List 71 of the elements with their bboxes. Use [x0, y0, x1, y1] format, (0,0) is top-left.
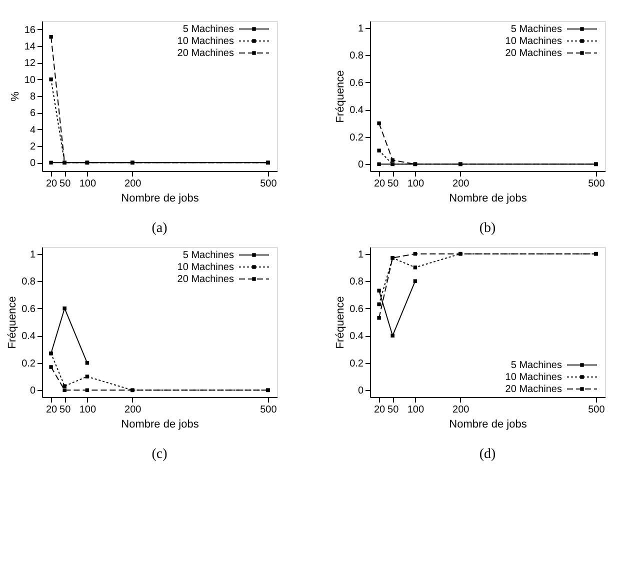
y-tick-label: 2	[30, 142, 36, 152]
y-tick-label: 0.8	[22, 276, 36, 288]
x-tick-label: 20	[374, 404, 386, 416]
legend-label: 20 Machines	[505, 48, 562, 59]
x-tick-label: 20	[374, 178, 386, 190]
x-tick-label: 50	[60, 178, 72, 190]
y-axis-title: Fréquence	[334, 296, 347, 349]
text: (b)	[479, 221, 496, 236]
legend-label: 5 Machines	[510, 360, 562, 371]
y-tick-label: 0	[358, 160, 364, 171]
text: (c)	[152, 447, 168, 462]
y-tick-label: 0.6	[22, 304, 36, 315]
y-tick-label: 6	[30, 108, 36, 120]
y-tick-label: 12	[24, 58, 36, 70]
x-tick-label: 100	[79, 404, 96, 416]
y-tick-label: 0.6	[350, 78, 364, 89]
y-tick-label: 0.2	[350, 358, 364, 370]
y-tick-label: 1	[30, 249, 36, 260]
y-tick-label: 4	[30, 124, 36, 136]
x-tick-label: 200	[124, 404, 142, 416]
x-tick-label: 50	[60, 404, 72, 416]
x-tick-label: 100	[407, 404, 424, 416]
legend-label: 5 Machines	[510, 24, 562, 35]
y-tick-label: 0.4	[350, 331, 364, 342]
legend-label: 5 Machines	[182, 24, 234, 35]
x-tick-label: 500	[260, 404, 278, 416]
x-tick-label: 20	[46, 178, 58, 190]
y-tick-label: 0	[358, 386, 364, 397]
text: (d)	[479, 447, 496, 462]
y-tick-label: 10	[24, 74, 36, 86]
legend-label: 20 Machines	[505, 384, 562, 395]
y-tick-label: 0.8	[350, 276, 364, 288]
x-tick-label: 50	[388, 404, 400, 416]
x-tick-label: 500	[260, 178, 278, 190]
y-axis-title: Fréquence	[6, 296, 19, 349]
x-tick-label: 20	[46, 404, 58, 416]
y-tick-label: 0.8	[350, 50, 364, 62]
y-tick-label: 1	[358, 249, 364, 260]
x-tick-label: 200	[124, 178, 142, 190]
y-tick-label: 14	[24, 42, 36, 52]
legend-label: 20 Machines	[177, 274, 234, 285]
legend-label: 10 Machines	[177, 262, 234, 273]
x-tick-label: 50	[388, 178, 400, 190]
x-tick-label: 100	[79, 178, 96, 190]
y-axis-title: %	[9, 91, 22, 102]
x-tick-label: 200	[452, 178, 470, 190]
legend-label: 5 Machines	[182, 250, 234, 261]
y-axis-title: Fréquence	[334, 70, 347, 123]
x-tick-label: 200	[452, 404, 470, 416]
y-tick-label: 0.4	[22, 331, 36, 342]
x-tick-label: 500	[588, 404, 606, 416]
x-axis-title: Nombre de jobs	[449, 192, 528, 204]
y-tick-label: 8	[30, 92, 36, 102]
y-tick-label: 0.6	[350, 304, 364, 315]
x-tick-label: 100	[407, 178, 424, 190]
x-axis-title: Nombre de jobs	[121, 192, 200, 204]
y-tick-label: 16	[24, 24, 36, 36]
y-tick-label: 0	[30, 386, 36, 397]
y-tick-label: 0.2	[22, 358, 36, 370]
text: (a)	[152, 221, 168, 236]
y-tick-label: 0.4	[350, 105, 364, 116]
legend-label: 10 Machines	[505, 36, 562, 47]
y-tick-label: 0	[30, 158, 36, 170]
y-tick-label: 0.2	[350, 132, 364, 144]
x-axis-title: Nombre de jobs	[121, 418, 200, 430]
y-tick-label: 1	[358, 23, 364, 34]
x-axis-title: Nombre de jobs	[449, 418, 528, 430]
x-tick-label: 500	[588, 178, 606, 190]
legend-label: 10 Machines	[177, 36, 234, 47]
legend-label: 20 Machines	[177, 48, 234, 59]
legend-label: 10 Machines	[505, 372, 562, 383]
